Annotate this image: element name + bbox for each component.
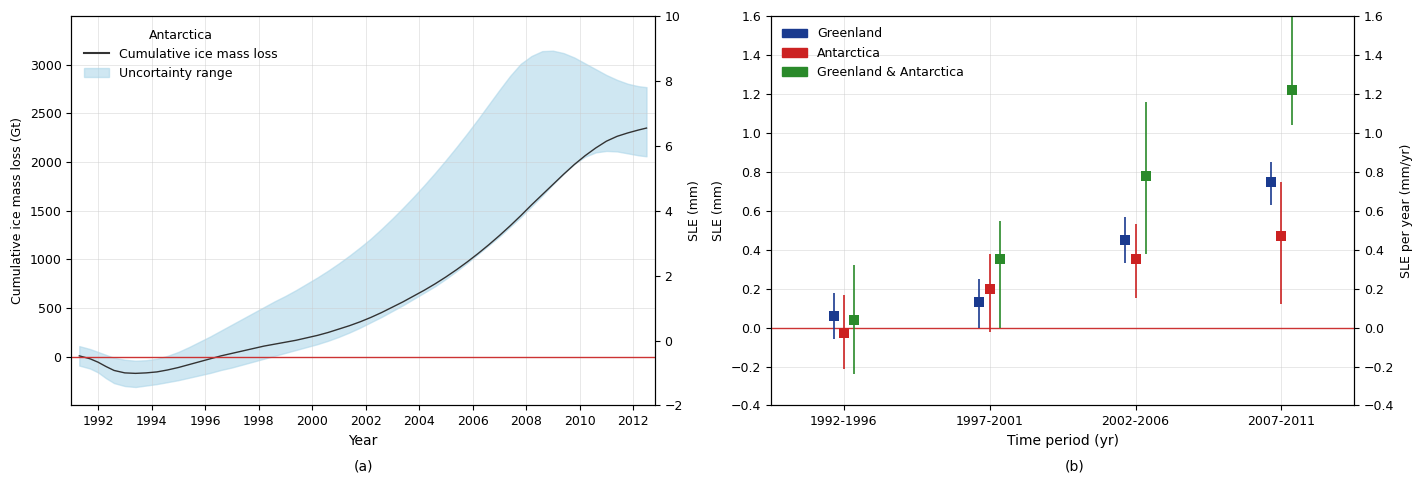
Cumulative ice mass loss: [71, 353, 88, 358]
Cumulative ice mass loss: [638, 125, 655, 131]
X-axis label: Year: Year: [349, 434, 377, 448]
Cumulative ice mass loss: [127, 370, 144, 376]
Legend: Greenland, Antarctica, Greenland & Antarctica: Greenland, Antarctica, Greenland & Antar…: [778, 22, 970, 84]
Text: (a): (a): [353, 459, 373, 473]
Y-axis label: SLE (mm): SLE (mm): [688, 180, 701, 241]
Cumulative ice mass loss: [288, 337, 305, 343]
Cumulative ice mass loss: [181, 362, 198, 368]
Cumulative ice mass loss: [629, 127, 646, 133]
Legend: Cumulative ice mass loss, Uncortainty range: Cumulative ice mass loss, Uncortainty ra…: [77, 22, 283, 87]
Y-axis label: Cumulative ice mass loss (Gt): Cumulative ice mass loss (Gt): [11, 117, 24, 304]
Y-axis label: SLE (mm): SLE (mm): [712, 180, 725, 241]
Line: Cumulative ice mass loss: Cumulative ice mass loss: [80, 128, 646, 373]
Text: (b): (b): [1065, 459, 1085, 473]
X-axis label: Time period (yr): Time period (yr): [1007, 434, 1119, 448]
Cumulative ice mass loss: [587, 145, 604, 151]
Cumulative ice mass loss: [138, 370, 155, 376]
Cumulative ice mass loss: [212, 353, 229, 358]
Y-axis label: SLE per year (mm/yr): SLE per year (mm/yr): [1400, 143, 1413, 278]
